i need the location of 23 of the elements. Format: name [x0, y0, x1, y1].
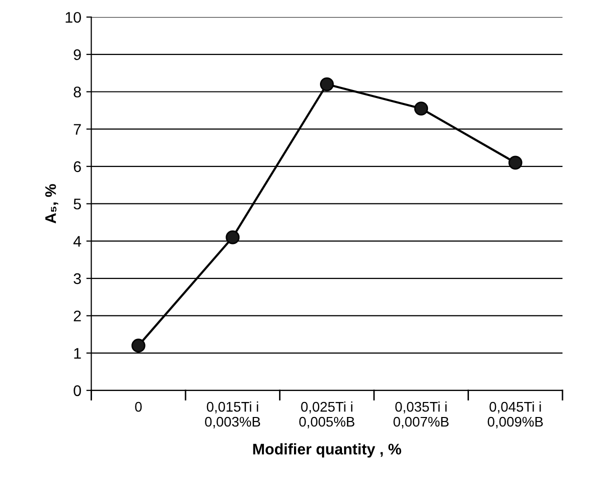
y-tick-label: 8	[74, 86, 81, 98]
y-tick-label: 5	[74, 198, 81, 210]
y-tick-label: 6	[74, 161, 81, 172]
point	[508, 156, 522, 170]
x-axis-title: Modifier quantity , %	[253, 443, 402, 458]
y-tick-label: 10	[66, 12, 81, 23]
point	[131, 338, 146, 353]
point	[414, 102, 428, 116]
x-tick-label: 0,025Ti i 0,005%B	[299, 402, 354, 428]
y-tick-label: 7	[74, 124, 81, 135]
y-tick-label: 3	[74, 273, 81, 284]
x-tick-label: 0,035Ti i 0,007%B	[393, 402, 449, 428]
y-tick-label: 0	[74, 385, 81, 396]
y-tick-label: 1	[74, 348, 81, 359]
y-tick-label: 2	[74, 310, 81, 322]
x-tick-label: 0,015Ti i 0,003%B	[205, 402, 260, 428]
y-tick-label: 4	[73, 236, 82, 247]
x-tick-label: 0,045Ti i 0,009%B	[488, 402, 543, 428]
point	[320, 77, 334, 92]
x-tick-label: 0	[135, 402, 142, 412]
point	[226, 230, 240, 244]
y-axis-title: A₅, %	[45, 184, 58, 224]
y-tick-label: 9	[74, 49, 81, 60]
